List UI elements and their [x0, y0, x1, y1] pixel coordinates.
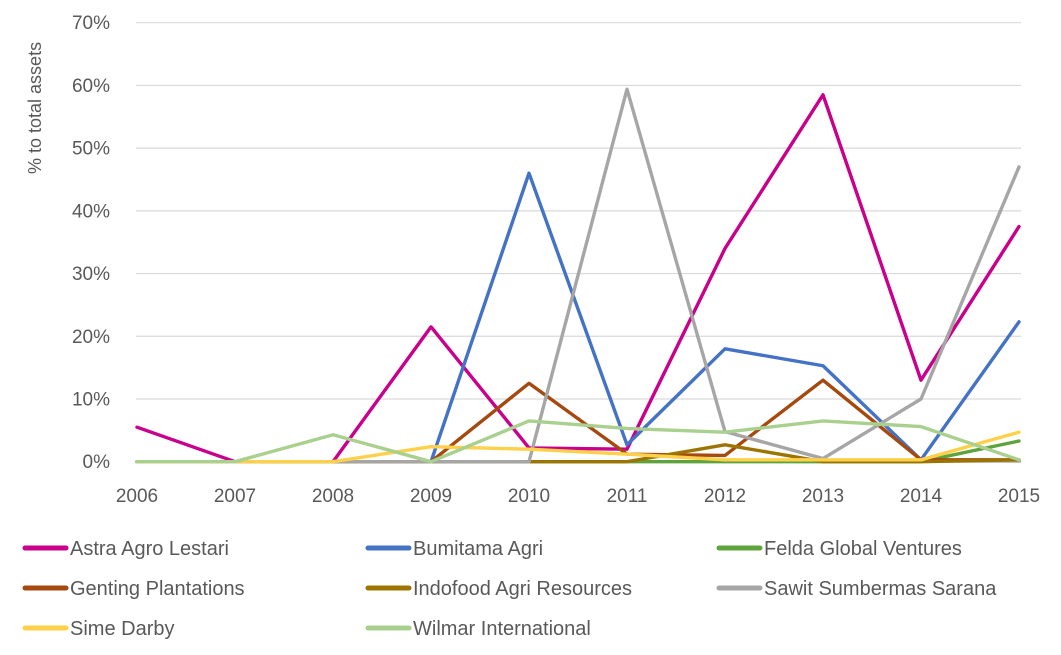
legend-item-genting-plantations: Genting Plantations	[22, 578, 245, 600]
legend-item-indofood-agri-resources: Indofood Agri Resources	[365, 578, 632, 600]
y-tick-label: 70%	[72, 13, 110, 34]
series-line-sime-darby	[135, 430, 1021, 464]
legend-item-bumitama-agri: Bumitama Agri	[365, 538, 543, 560]
y-tick-label: 0%	[83, 452, 111, 473]
x-axis-tick-labels: 2006 2007 2008 2009 2010 2011 2012 2013 2014 2015	[116, 486, 1040, 507]
x-tick-label: 2015	[998, 486, 1040, 507]
y-tick-label: 30%	[72, 264, 110, 285]
legend-label: Indofood Agri Resources	[413, 578, 632, 600]
series-line-wilmar-international	[135, 419, 1021, 464]
x-tick-label: 2010	[508, 486, 550, 507]
x-tick-label: 2011	[607, 486, 648, 507]
legend-label: Bumitama Agri	[413, 538, 543, 560]
x-tick-label: 2014	[900, 486, 943, 507]
y-tick-label: 50%	[72, 139, 110, 160]
legend-item-wilmar-international: Wilmar International	[365, 618, 591, 640]
legend-label: Sime Darby	[70, 618, 174, 640]
y-tick-label: 40%	[72, 201, 110, 222]
legend-label: Wilmar International	[413, 618, 591, 640]
x-tick-label: 2008	[312, 486, 354, 507]
x-tick-label: 2006	[116, 486, 158, 507]
legend-item-sime-darby: Sime Darby	[22, 618, 174, 640]
legend-label: Genting Plantations	[70, 578, 245, 600]
x-tick-label: 2007	[214, 486, 256, 507]
y-tick-label: 10%	[72, 389, 110, 410]
y-tick-label: 20%	[72, 327, 110, 348]
chart-legend: Astra Agro Lestari Bumitama Agri Felda Glo…	[22, 538, 997, 640]
y-axis-tick-labels: 0% 10% 20% 30% 40% 50% 60% 70%	[72, 13, 110, 473]
legend-label: Sawit Sumbermas Sarana	[764, 578, 997, 600]
legend-label: Felda Global Ventures	[764, 538, 962, 560]
legend-item-felda-global-ventures: Felda Global Ventures	[716, 538, 962, 560]
legend-item-sawit-sumbermas-sarana: Sawit Sumbermas Sarana	[716, 578, 997, 600]
legend-item-astra-agro-lestari: Astra Agro Lestari	[22, 538, 229, 560]
x-tick-label: 2009	[410, 486, 452, 507]
y-axis-title: % to total assets	[25, 42, 45, 174]
x-tick-label: 2012	[704, 486, 746, 507]
x-tick-label: 2013	[802, 486, 844, 507]
gridlines	[136, 22, 1021, 400]
series-lines	[135, 87, 1021, 464]
y-tick-label: 60%	[72, 76, 110, 97]
legend-label: Astra Agro Lestari	[70, 538, 229, 560]
